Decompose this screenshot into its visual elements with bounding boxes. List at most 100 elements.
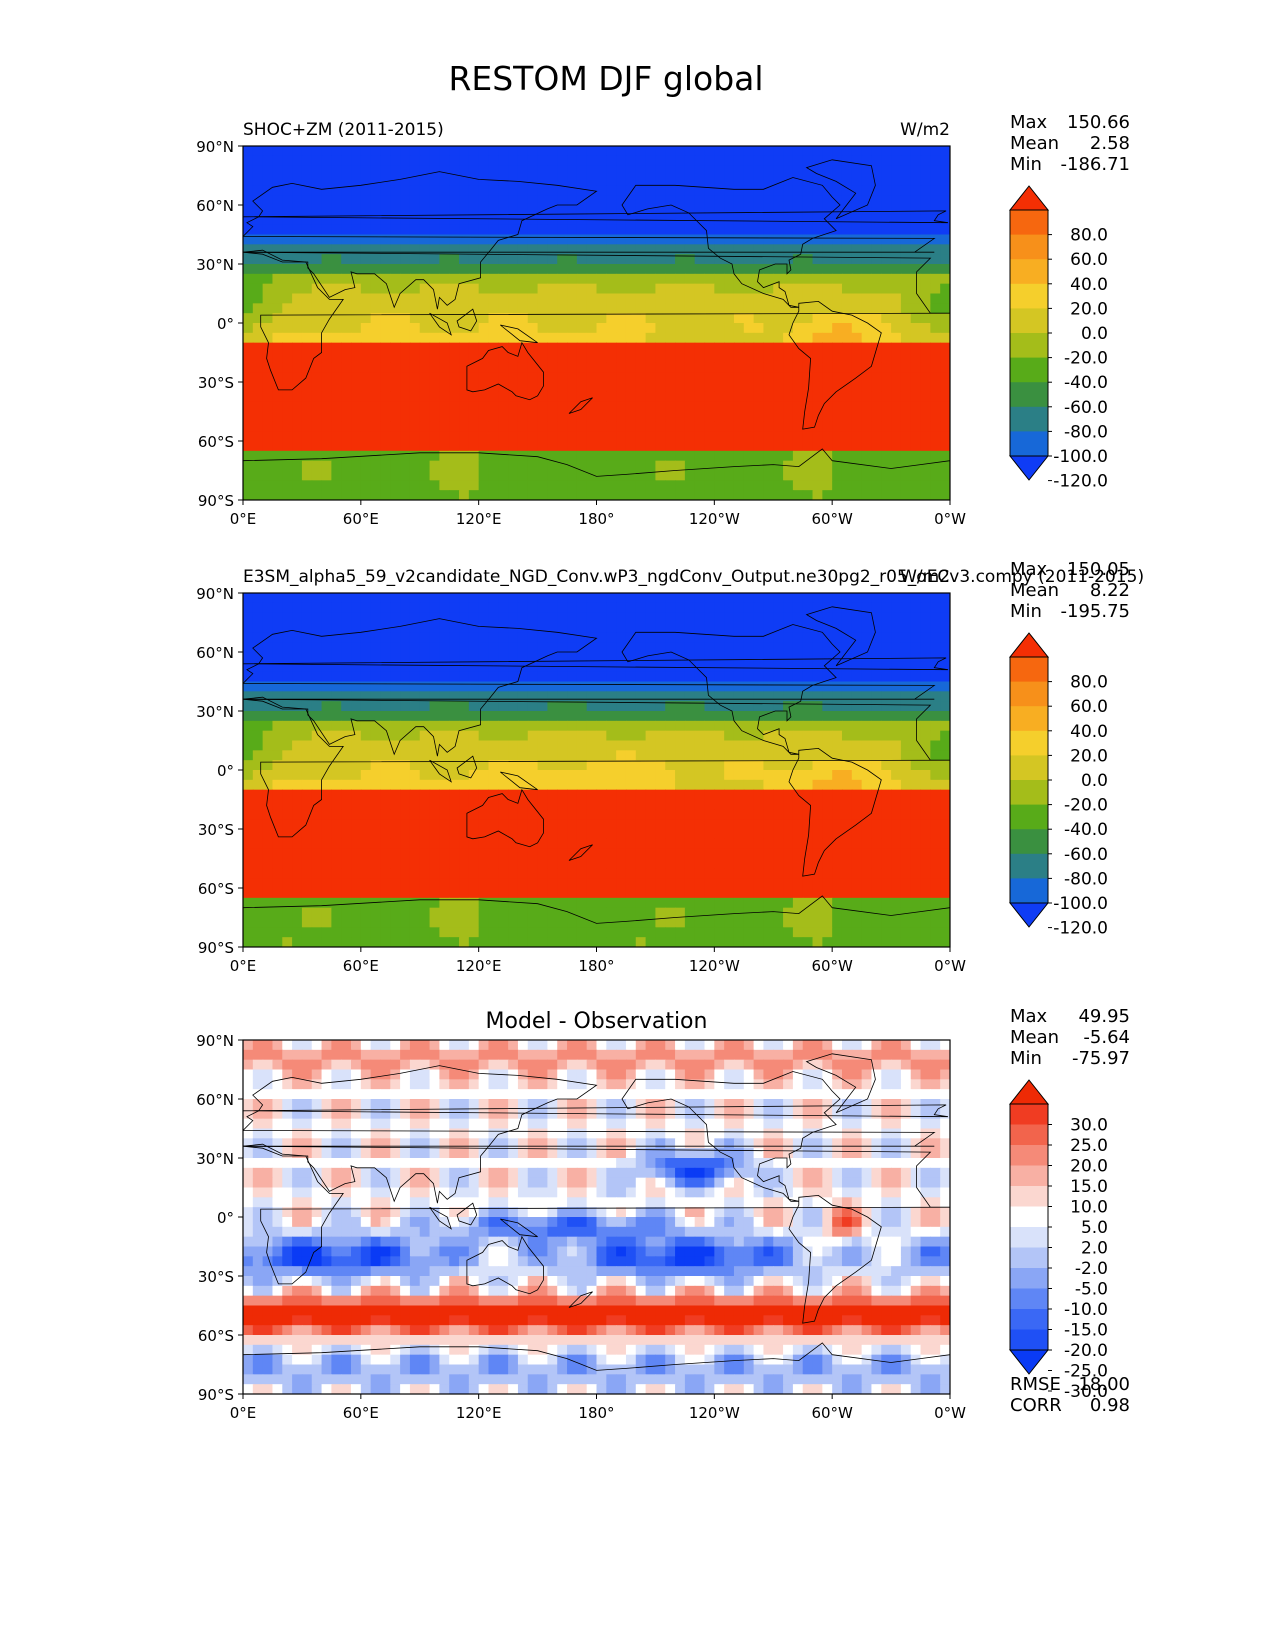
map-cell	[301, 214, 313, 226]
map-cell	[439, 661, 450, 673]
map-cell	[763, 480, 774, 491]
map-cell	[832, 888, 843, 899]
map-cell	[527, 224, 539, 236]
map-cell	[409, 897, 421, 909]
map-cell	[321, 858, 332, 869]
map-cell	[547, 303, 558, 314]
map-cell	[733, 214, 745, 226]
map-cell	[891, 888, 902, 899]
map-cell	[675, 323, 686, 334]
map-cell	[272, 293, 283, 304]
map-cell	[822, 897, 833, 909]
map-cell	[743, 352, 755, 363]
map-cell	[675, 701, 686, 712]
map-cell	[567, 799, 578, 810]
map-cell	[292, 293, 303, 304]
map-cell	[871, 730, 882, 742]
map-cell	[724, 848, 735, 860]
map-cell	[783, 165, 794, 177]
map-cell	[802, 224, 814, 236]
map-cell	[655, 848, 666, 860]
map-cell	[635, 819, 647, 830]
map-cell	[449, 362, 460, 373]
map-cell	[694, 234, 706, 245]
map-cell	[940, 858, 950, 869]
map-cell	[301, 888, 313, 899]
map-cell	[370, 701, 382, 712]
map-cell	[537, 691, 548, 702]
map-cell	[478, 632, 490, 643]
map-cell	[400, 858, 411, 869]
map-cell	[331, 661, 342, 673]
map-cell	[930, 195, 941, 206]
map-cell	[586, 195, 598, 206]
map-cell	[341, 740, 352, 751]
map-cell	[517, 671, 529, 683]
map-cell	[567, 273, 578, 285]
map-cell	[783, 431, 794, 442]
map-cell	[478, 681, 490, 692]
map-cell	[822, 244, 833, 255]
colorbar-tick-label: 20.0	[1070, 299, 1108, 319]
map-cell	[743, 642, 755, 653]
map-cell	[282, 460, 293, 472]
map-cell	[714, 470, 725, 481]
map-cell	[429, 888, 440, 899]
map-cell	[861, 848, 873, 860]
map-cell	[429, 858, 440, 869]
map-cell	[743, 858, 755, 869]
map-cell	[567, 602, 578, 614]
map-cell	[331, 681, 342, 692]
map-cell	[714, 632, 725, 643]
map-cell	[635, 770, 647, 781]
map-cell	[567, 681, 578, 692]
map-cell	[851, 146, 863, 157]
map-cell	[920, 711, 931, 722]
map-cell	[282, 740, 293, 751]
map-cell	[763, 441, 774, 452]
map-cell	[439, 234, 450, 245]
map-cell	[478, 652, 490, 663]
map-cell	[243, 146, 254, 157]
map-cell	[331, 431, 342, 442]
map-cell	[341, 612, 352, 624]
map-cell	[527, 372, 539, 383]
map-cell	[272, 323, 283, 334]
map-cell	[596, 819, 607, 830]
map-cell	[586, 799, 598, 810]
map-cell	[380, 490, 391, 500]
map-cell	[252, 155, 264, 167]
map-cell	[262, 332, 274, 344]
map-cell	[841, 382, 853, 393]
map-cell	[508, 283, 519, 295]
map-cell	[488, 809, 499, 820]
map-cell	[498, 878, 509, 889]
map-cell	[331, 593, 342, 604]
map-cell	[498, 730, 509, 742]
map-cell	[763, 264, 774, 275]
map-cell	[930, 480, 941, 491]
map-cell	[871, 701, 882, 712]
map-cell	[596, 175, 607, 186]
map-cell	[851, 313, 863, 324]
map-cell	[684, 671, 696, 683]
map-cell	[262, 323, 274, 334]
map-cell	[792, 612, 804, 624]
map-cell	[429, 897, 440, 909]
map-cell	[910, 848, 922, 860]
map-cell	[527, 254, 539, 265]
map-cell	[282, 244, 293, 255]
map-cell	[665, 372, 676, 383]
map-cell	[704, 897, 715, 909]
map-cell	[871, 593, 882, 604]
map-cell	[311, 382, 323, 393]
map-cell	[763, 175, 774, 186]
map-field	[243, 146, 950, 500]
map-cell	[478, 205, 490, 216]
map-cell	[940, 642, 950, 653]
map-cell	[802, 809, 814, 820]
map-cell	[272, 878, 283, 889]
coastline	[788, 300, 882, 430]
map-cell	[743, 313, 755, 324]
map-cell	[665, 283, 676, 295]
